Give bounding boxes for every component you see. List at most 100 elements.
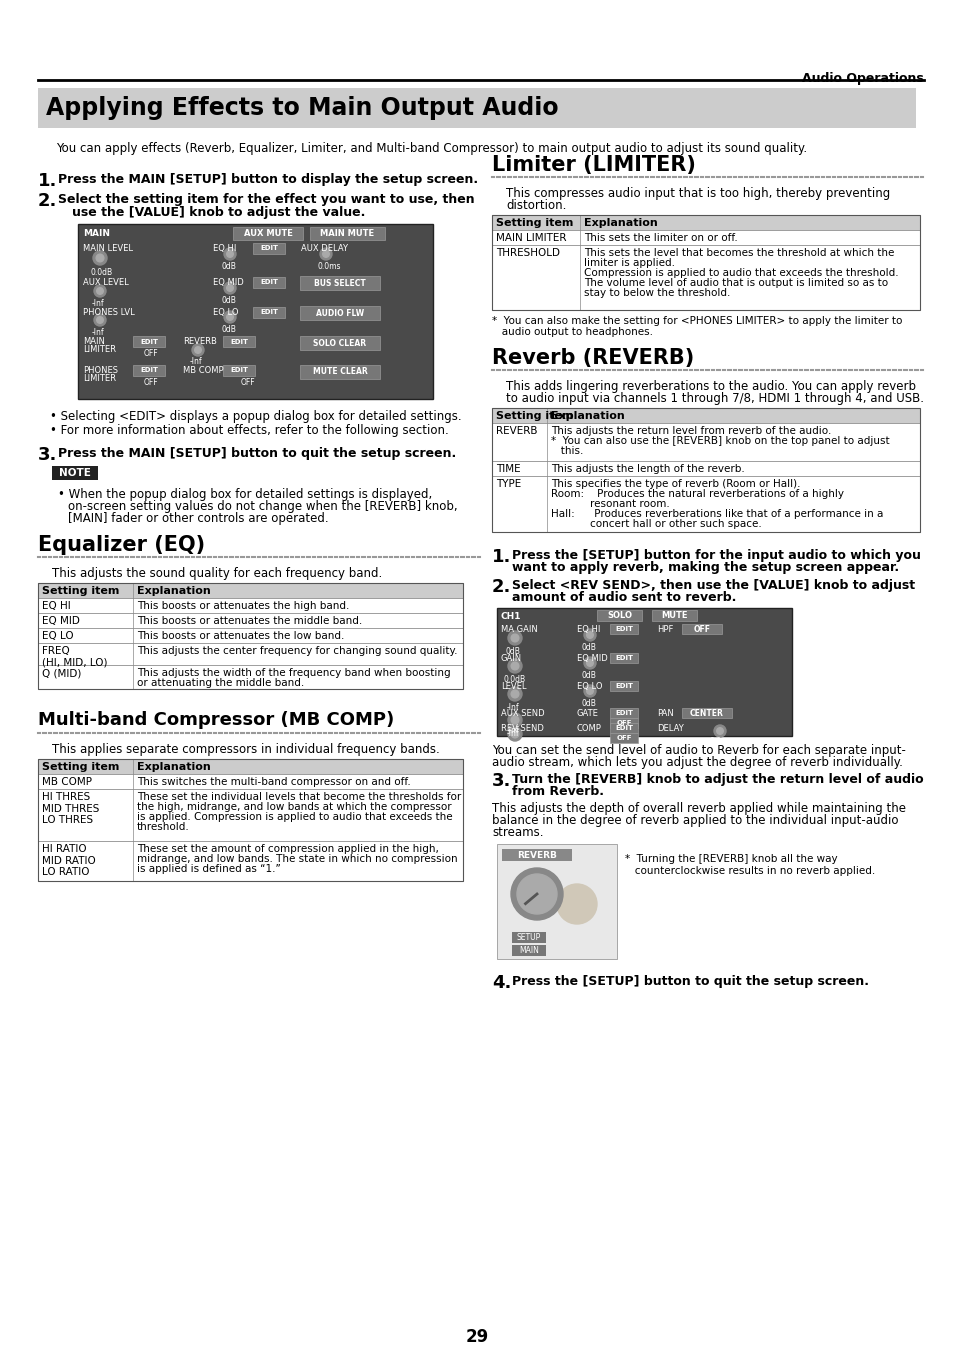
Text: limiter is applied.: limiter is applied. [583,258,675,269]
Text: *  Turning the [REVERB] knob all the way: * Turning the [REVERB] knob all the way [624,855,837,864]
Text: REV SEND: REV SEND [500,724,543,733]
Circle shape [511,716,518,724]
Text: Multi-band Compressor (MB COMP): Multi-band Compressor (MB COMP) [38,711,394,729]
Text: 3.: 3. [38,446,57,464]
Bar [38,643,462,666]
Circle shape [583,629,596,641]
Bar [497,844,617,958]
Text: MB COMP: MB COMP [183,366,223,375]
Text: EDIT: EDIT [260,246,277,251]
Text: This adjusts the depth of overall reverb applied while maintaining the: This adjusts the depth of overall reverb… [492,802,905,815]
Text: This adjusts the length of the reverb.: This adjusts the length of the reverb. [551,464,744,474]
Text: This adjusts the sound quality for each frequency band.: This adjusts the sound quality for each … [52,567,382,580]
Text: -Inf: -Inf [506,726,519,734]
Circle shape [96,254,104,262]
Circle shape [713,725,725,737]
Bar [223,364,254,377]
Bar [38,841,462,882]
Text: Compression is applied to audio that exceeds the threshold.: Compression is applied to audio that exc… [583,269,898,278]
Text: EQ MID: EQ MID [213,278,244,288]
Text: CH1: CH1 [500,612,521,621]
Text: audio output to headphones.: audio output to headphones. [492,327,652,338]
Text: MAIN LIMITER: MAIN LIMITER [496,234,566,243]
Bar [253,277,285,288]
Text: the high, midrange, and low bands at which the compressor: the high, midrange, and low bands at whi… [137,802,451,811]
Bar [492,423,919,460]
Text: This sets the level that becomes the threshold at which the: This sets the level that becomes the thr… [583,248,893,258]
Text: This specifies the type of reverb (Room or Hall).: This specifies the type of reverb (Room … [551,479,800,489]
Text: resonant room.: resonant room. [551,500,669,509]
Circle shape [517,873,557,914]
Text: EDIT: EDIT [230,339,248,344]
Circle shape [586,632,593,639]
Text: MAIN MUTE: MAIN MUTE [320,230,375,238]
Text: EDIT: EDIT [615,626,633,632]
Text: PHONES: PHONES [83,366,118,375]
Text: 0dB: 0dB [222,262,236,271]
Text: EQ MID: EQ MID [577,653,607,663]
Text: MB COMP: MB COMP [42,778,91,787]
Text: CENTER: CENTER [689,709,723,717]
Text: 3.: 3. [492,772,511,790]
Text: Turn the [REVERB] knob to adjust the return level of audio: Turn the [REVERB] knob to adjust the ret… [512,774,923,786]
Text: Press the [SETUP] button to quit the setup screen.: Press the [SETUP] button to quit the set… [512,975,868,988]
Text: EDIT: EDIT [260,309,277,316]
Circle shape [511,634,518,641]
Bar [609,707,638,718]
Bar [38,788,462,841]
Bar [38,759,462,882]
Text: You can set the send level of audio to Reverb for each separate input-: You can set the send level of audio to R… [492,744,905,757]
Text: midrange, and low bands. The state in which no compression: midrange, and low bands. The state in wh… [137,855,457,864]
Text: THRESHOLD: THRESHOLD [496,248,559,258]
Text: Equalizer (EQ): Equalizer (EQ) [38,535,205,555]
Bar [492,408,919,532]
Text: EQ MID: EQ MID [42,616,80,626]
Text: EQ HI: EQ HI [213,244,236,252]
Text: This compresses audio input that is too high, thereby preventing: This compresses audio input that is too … [505,188,889,200]
Text: HPF: HPF [657,625,673,634]
Text: to audio input via channels 1 through 7/8, HDMI 1 through 4, and USB.: to audio input via channels 1 through 7/… [505,392,923,405]
Circle shape [586,660,593,667]
Text: EQ HI: EQ HI [42,601,71,612]
Text: FREQ
(HI, MID, LO): FREQ (HI, MID, LO) [42,647,108,668]
Text: EDIT: EDIT [230,367,248,374]
Text: The volume level of audio that is output is limited so as to: The volume level of audio that is output… [583,278,887,288]
Text: 0dB: 0dB [581,671,597,680]
Text: is applied. Compression is applied to audio that exceeds the: is applied. Compression is applied to au… [137,811,452,822]
Text: MAIN: MAIN [83,338,105,346]
Text: HI THRES
MID THRES
LO THRES: HI THRES MID THRES LO THRES [42,792,99,825]
Bar [38,666,462,688]
Text: AUX SEND: AUX SEND [500,709,544,718]
Text: balance in the degree of reverb applied to the individual input-audio: balance in the degree of reverb applied … [492,814,898,828]
Text: • When the popup dialog box for detailed settings is displayed,: • When the popup dialog box for detailed… [58,487,432,501]
Circle shape [511,868,562,919]
Bar [492,408,919,423]
Text: These set the individual levels that become the thresholds for: These set the individual levels that bec… [137,792,460,802]
Bar [609,718,638,728]
Text: 0dB: 0dB [581,699,597,707]
Circle shape [557,884,597,923]
Text: 0.0ms: 0.0ms [317,262,341,271]
Circle shape [94,285,106,297]
Circle shape [96,317,103,323]
Text: Select the setting item for the effect you want to use, then: Select the setting item for the effect y… [58,193,475,207]
Bar [233,227,303,240]
Text: *  You can also use the [REVERB] knob on the top panel to adjust: * You can also use the [REVERB] knob on … [551,436,889,446]
Circle shape [96,288,103,294]
Bar [38,613,462,628]
Text: counterclockwise results in no reverb applied.: counterclockwise results in no reverb ap… [624,865,874,876]
Circle shape [92,251,107,265]
Text: EDIT: EDIT [615,655,633,662]
Bar [492,230,919,244]
Circle shape [583,657,596,670]
Text: stay to below the threshold.: stay to below the threshold. [583,288,730,298]
Text: streams.: streams. [492,826,543,838]
Bar [52,466,98,481]
Text: SOLO CLEAR: SOLO CLEAR [314,339,366,347]
Text: -Inf: -Inf [190,356,202,366]
Circle shape [507,687,521,701]
Text: This switches the multi-band compressor on and off.: This switches the multi-band compressor … [137,778,411,787]
Bar [492,477,919,532]
Text: Press the MAIN [SETUP] button to quit the setup screen.: Press the MAIN [SETUP] button to quit th… [58,447,456,460]
Text: this.: this. [551,446,583,456]
